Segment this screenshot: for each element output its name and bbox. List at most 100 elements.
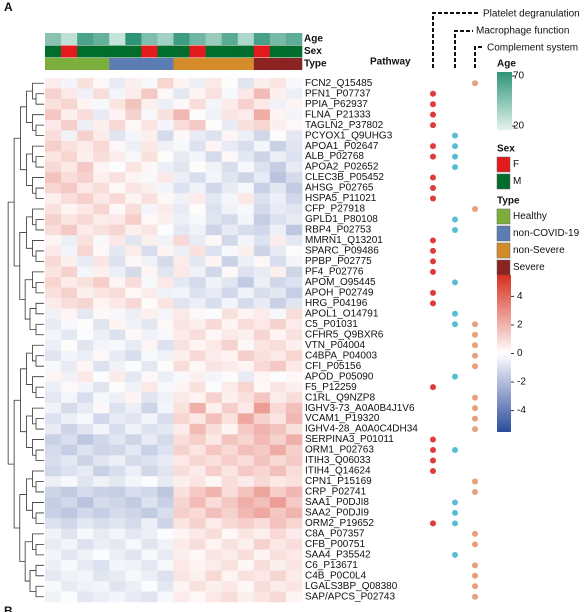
row-label: C4B_P0C0L4 bbox=[305, 570, 367, 581]
track-cell bbox=[125, 33, 142, 45]
heatmap-cell bbox=[45, 413, 62, 425]
heatmap-cell bbox=[61, 161, 78, 173]
heatmap-cell bbox=[141, 235, 158, 246]
track-cell bbox=[125, 58, 142, 70]
heatmap-cell bbox=[45, 161, 62, 173]
heatmap-cell bbox=[61, 88, 78, 100]
row-label: ITIH4_Q14624 bbox=[305, 466, 371, 477]
heatmap-cell bbox=[61, 329, 78, 341]
heatmap-cell bbox=[237, 402, 255, 414]
heatmap-cell bbox=[205, 182, 222, 194]
heatmap-cell bbox=[93, 560, 110, 571]
track-cell bbox=[237, 33, 255, 45]
heatmap-cell bbox=[285, 549, 303, 561]
heatmap-cell bbox=[93, 287, 110, 299]
heatmap-cell bbox=[77, 88, 94, 100]
heatmap-cell bbox=[77, 413, 94, 425]
heatmap-cell bbox=[173, 203, 190, 215]
heatmap-cell bbox=[141, 214, 158, 226]
heatmap-cell bbox=[205, 214, 222, 226]
heatmap-cell bbox=[189, 423, 206, 435]
row-label: TAGLN2_P37802 bbox=[305, 120, 384, 131]
heatmap-cell bbox=[141, 518, 158, 529]
heatmap-cell bbox=[61, 214, 78, 226]
heatmap-cell bbox=[237, 455, 255, 467]
heatmap-cell bbox=[269, 528, 287, 540]
heatmap-cell bbox=[157, 193, 174, 205]
dendrogram-branch bbox=[32, 114, 44, 131]
heatmap-cell bbox=[253, 245, 271, 257]
heatmap-cell bbox=[157, 486, 174, 498]
bracket bbox=[432, 12, 480, 68]
heatmap-cell bbox=[205, 413, 222, 425]
heatmap-cell bbox=[173, 151, 190, 163]
heatmap-cell bbox=[189, 119, 206, 131]
heatmap-cell bbox=[141, 245, 158, 257]
heatmap-cell bbox=[125, 549, 142, 561]
heatmap-cell bbox=[125, 340, 142, 351]
row-label: C4BPA_P04003 bbox=[305, 350, 378, 361]
heatmap-cell bbox=[269, 497, 287, 508]
heatmap-cell bbox=[189, 455, 206, 467]
heatmap-cell bbox=[93, 78, 110, 89]
heatmap-cell bbox=[157, 98, 174, 110]
heatmap-cell bbox=[189, 224, 206, 236]
heatmap-cell bbox=[205, 350, 222, 362]
heatmap-cell bbox=[253, 266, 271, 278]
heatmap-cell bbox=[125, 130, 142, 142]
heatmap-cell bbox=[253, 277, 271, 288]
track-label: Sex bbox=[304, 46, 322, 57]
dendrogram-branch bbox=[35, 219, 44, 231]
heatmap-cell bbox=[189, 518, 206, 529]
heatmap-cell bbox=[93, 319, 110, 330]
heatmap-cell bbox=[189, 507, 206, 519]
heatmap-cell bbox=[269, 591, 287, 603]
heatmap-cell bbox=[173, 350, 190, 362]
heatmap-cell bbox=[125, 277, 142, 288]
heatmap-cell bbox=[173, 98, 190, 110]
heatmap-cell bbox=[205, 486, 222, 498]
heatmap-cell bbox=[61, 350, 78, 362]
heatmap-cell bbox=[173, 308, 190, 320]
heatmap-cell bbox=[93, 423, 110, 435]
heatmap-cell bbox=[125, 497, 142, 508]
legend-tick-label: 0 bbox=[517, 348, 523, 359]
track-cell bbox=[237, 45, 255, 58]
heatmap-cell bbox=[237, 193, 255, 205]
heatmap-cell bbox=[93, 434, 110, 446]
heatmap-cell bbox=[285, 245, 303, 257]
heatmap-cell bbox=[109, 434, 126, 446]
heatmap-cell bbox=[253, 497, 271, 508]
track-cell bbox=[109, 33, 126, 45]
heatmap-cell bbox=[109, 465, 126, 477]
heatmap-cell bbox=[237, 486, 255, 498]
heatmap-cell bbox=[141, 465, 158, 477]
heatmap-cell bbox=[141, 560, 158, 571]
heatmap-cell bbox=[205, 130, 222, 142]
track-cell bbox=[157, 58, 174, 70]
heatmap-cell bbox=[173, 193, 190, 205]
heatmap-cell bbox=[77, 476, 94, 488]
heatmap-cell bbox=[189, 319, 206, 330]
heatmap-cell bbox=[77, 109, 94, 121]
heatmap-cell bbox=[237, 256, 255, 267]
heatmap-cell bbox=[61, 476, 78, 488]
heatmap-cell bbox=[125, 507, 142, 519]
heatmap-cell bbox=[221, 413, 239, 425]
heatmap-cell bbox=[125, 392, 142, 404]
row-label: SAP/APCS_P02743 bbox=[305, 591, 395, 602]
heatmap-cell bbox=[93, 455, 110, 467]
heatmap-cell bbox=[253, 371, 271, 383]
heatmap-cell bbox=[93, 402, 110, 414]
heatmap-cell bbox=[173, 214, 190, 226]
pathway-dot bbox=[430, 90, 436, 97]
heatmap-cell bbox=[173, 224, 190, 236]
heatmap-cell bbox=[237, 140, 255, 152]
heatmap-cell bbox=[269, 350, 287, 362]
pathway-dot bbox=[452, 373, 458, 380]
track-label: Age bbox=[304, 34, 323, 45]
legend-label: M bbox=[513, 176, 521, 187]
heatmap-cell bbox=[125, 371, 142, 383]
heatmap-cell bbox=[93, 277, 110, 288]
heatmap-cell bbox=[61, 434, 78, 446]
